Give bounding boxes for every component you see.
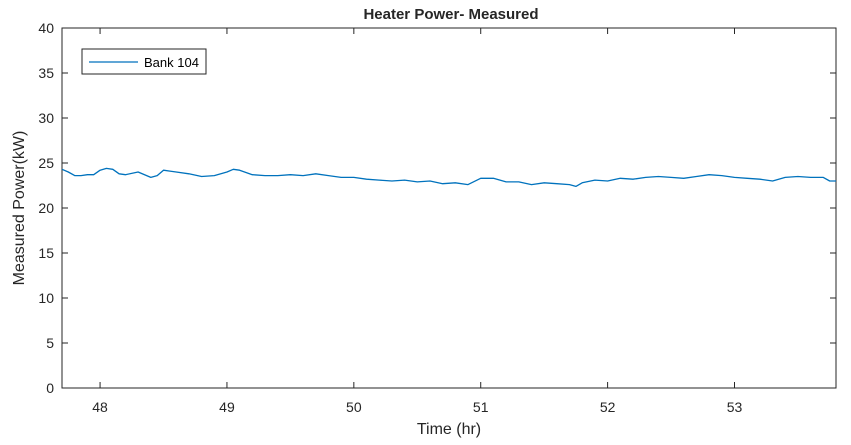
y-tick-label: 0 [46,380,54,396]
x-tick-label: 50 [346,399,362,415]
chart-title: Heater Power- Measured [363,6,538,23]
y-tick-label: 15 [38,245,54,261]
y-tick-label: 40 [38,20,54,36]
y-axis-ticks: 0 5 10 15 20 25 30 35 40 [38,20,836,396]
legend: Bank 104 [81,48,207,75]
plot-area [61,27,837,389]
x-tick-label: 52 [600,399,616,415]
x-axis-ticks: 48 49 50 51 52 53 [92,28,742,415]
x-tick-label: 48 [92,399,108,415]
x-tick-label: 53 [727,399,743,415]
x-axis-label: Time (hr) [417,421,481,438]
x-tick-label: 51 [473,399,489,415]
x-tick-label: 49 [219,399,235,415]
y-tick-label: 35 [38,65,54,81]
series-line-bank-104 [61,167,836,188]
y-tick-label: 10 [38,290,54,306]
y-axis-label: Measured Power(kW) [11,131,28,286]
legend-label-bank-104: Bank 104 [144,55,199,70]
y-tick-label: 30 [38,110,54,126]
y-tick-label: 20 [38,200,54,216]
y-tick-label: 5 [46,335,54,351]
y-tick-label: 25 [38,155,54,171]
